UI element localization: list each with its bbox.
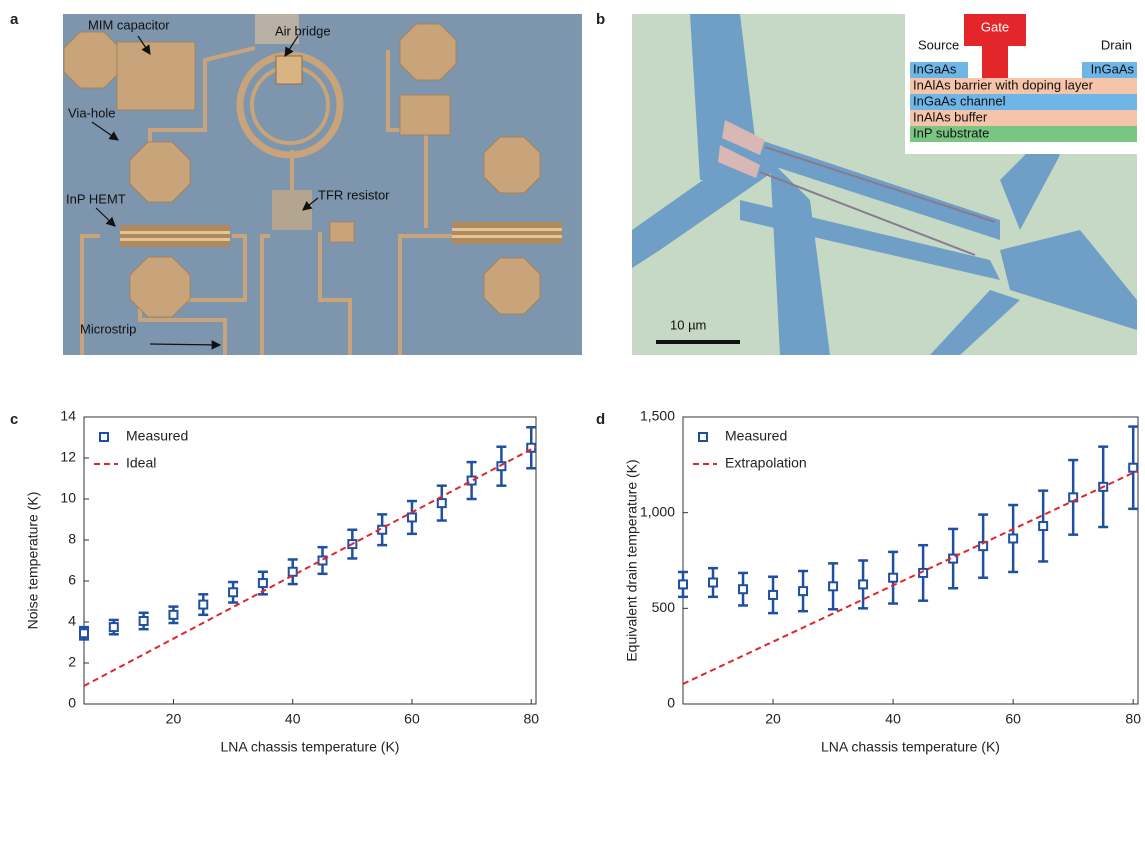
data-point (259, 579, 267, 587)
y-tick-label: 0 (68, 695, 76, 711)
legend-label: Extrapolation (725, 455, 807, 471)
y-tick-label: 10 (60, 490, 76, 506)
photo-a: MIM capacitor Air bridge Via-hole InP HE… (63, 14, 582, 355)
data-point (199, 601, 207, 609)
y-tick-label: 2 (68, 654, 76, 670)
y-tick-label: 1,000 (640, 503, 675, 519)
y-tick-label: 4 (68, 613, 76, 629)
scale-label: 10 µm (670, 317, 706, 332)
x-tick-label: 20 (166, 711, 182, 727)
annotation: Air bridge (275, 23, 331, 38)
data-point (110, 623, 118, 631)
annotation: InP substrate (913, 125, 989, 140)
data-point (829, 582, 837, 590)
annotation: Drain (1101, 37, 1132, 52)
annotation: Microstrip (80, 321, 136, 336)
x-axis-label: LNA chassis temperature (K) (821, 739, 1000, 755)
figure: a (0, 0, 1145, 839)
y-tick-label: 8 (68, 531, 76, 547)
legend-swatch (699, 433, 707, 441)
x-tick-label: 60 (1005, 711, 1021, 727)
x-tick-label: 60 (404, 711, 420, 727)
annotation: InGaAs channel (913, 93, 1006, 108)
annotation: TFR resistor (318, 187, 390, 202)
y-axis-label: Equivalent drain temperature (K) (624, 459, 640, 661)
annotation: Source (918, 37, 959, 52)
annotation: MIM capacitor (88, 17, 170, 32)
x-tick-label: 40 (885, 711, 901, 727)
data-point (799, 587, 807, 595)
annotation: InGaAs (913, 61, 957, 76)
data-point (80, 629, 88, 637)
y-tick-label: 0 (667, 695, 675, 711)
data-point (1009, 534, 1017, 542)
data-point (229, 588, 237, 596)
x-tick-label: 20 (765, 711, 781, 727)
data-point (1039, 522, 1047, 530)
annotation: Gate (981, 19, 1009, 34)
y-tick-label: 1,500 (640, 408, 675, 424)
data-point (408, 513, 416, 521)
y-axis-label: Noise temperature (K) (25, 492, 41, 630)
photo-b: Gate Source Drain InGaAs InGaAs InAlAs b… (632, 14, 1137, 355)
x-tick-label: 80 (523, 711, 539, 727)
y-tick-label: 14 (60, 408, 76, 424)
legend-label: Ideal (126, 455, 156, 471)
data-point (889, 574, 897, 582)
data-point (289, 568, 297, 576)
x-tick-label: 40 (285, 711, 301, 727)
annotation: InGaAs (1091, 61, 1135, 76)
annotation: Via-hole (68, 105, 115, 120)
x-axis-label: LNA chassis temperature (K) (221, 739, 400, 755)
data-point (769, 591, 777, 599)
y-tick-label: 500 (652, 599, 676, 615)
data-point (679, 580, 687, 588)
data-point (859, 580, 867, 588)
legend-label: Measured (126, 428, 188, 444)
data-point (140, 617, 148, 625)
panel-letter: b (596, 11, 605, 28)
legend-label: Measured (725, 428, 787, 444)
y-tick-label: 12 (60, 449, 76, 465)
legend-swatch (100, 433, 108, 441)
panel-letter: c (10, 411, 18, 428)
data-point (438, 499, 446, 507)
data-point (739, 585, 747, 593)
annotation: InAlAs barrier with doping layer (913, 77, 1094, 92)
trend-line (84, 447, 536, 686)
data-point (709, 579, 717, 587)
panel-letter: a (10, 11, 19, 28)
data-point (169, 611, 177, 619)
y-tick-label: 6 (68, 572, 76, 588)
annotation: InAlAs buffer (913, 109, 988, 124)
annotation: InP HEMT (66, 191, 126, 206)
x-tick-label: 80 (1125, 711, 1141, 727)
panel-letter: d (596, 411, 605, 428)
trend-line (683, 471, 1138, 684)
